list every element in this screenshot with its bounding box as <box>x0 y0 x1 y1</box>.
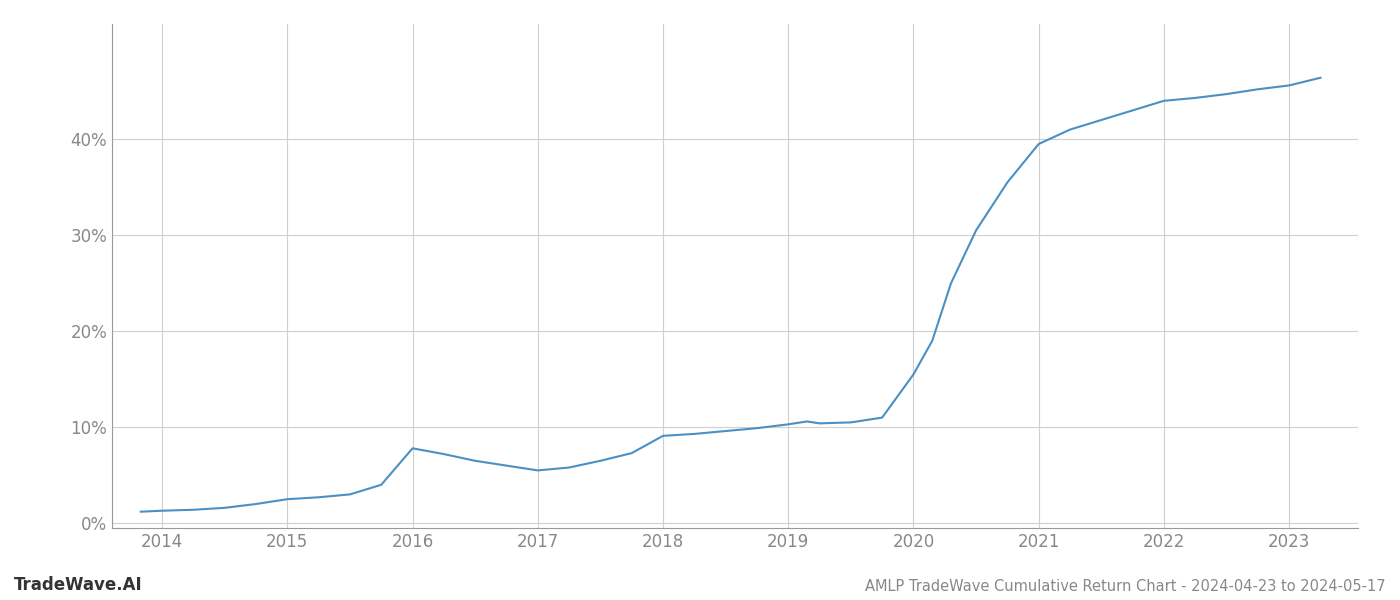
Text: AMLP TradeWave Cumulative Return Chart - 2024-04-23 to 2024-05-17: AMLP TradeWave Cumulative Return Chart -… <box>865 579 1386 594</box>
Text: TradeWave.AI: TradeWave.AI <box>14 576 143 594</box>
